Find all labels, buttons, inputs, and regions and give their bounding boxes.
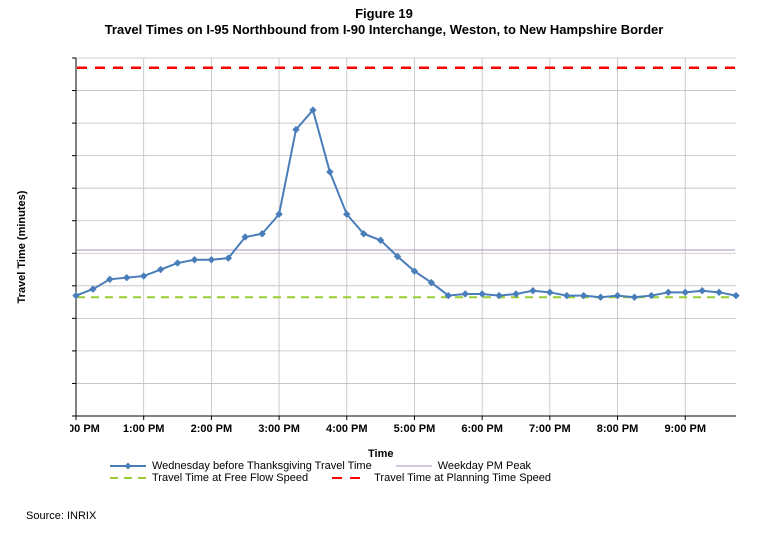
chart-root: Figure 19 Travel Times on I-95 Northboun… <box>0 0 768 538</box>
series-marker <box>462 291 468 297</box>
series-marker <box>124 275 130 281</box>
series-marker <box>699 288 705 294</box>
legend-item-thanksgiving: Wednesday before Thanksgiving Travel Tim… <box>110 460 372 472</box>
series-marker <box>530 288 536 294</box>
x-tick-label: 4:00 PM <box>326 423 368 435</box>
chart-title: Travel Times on I-95 Northbound from I-9… <box>0 22 768 37</box>
series-marker <box>479 291 485 297</box>
series-marker <box>598 294 604 300</box>
plot-area: 10203040506070809010011012012:00 PM1:00 … <box>70 52 740 442</box>
series-marker <box>208 257 214 263</box>
series-marker <box>665 289 671 295</box>
legend-label: Weekday PM Peak <box>438 460 531 472</box>
series-marker <box>716 289 722 295</box>
source-label: Source: INRIX <box>26 510 96 522</box>
legend-label: Wednesday before Thanksgiving Travel Tim… <box>152 460 372 472</box>
series-marker <box>547 289 553 295</box>
figure-number: Figure 19 <box>0 6 768 21</box>
x-tick-label: 8:00 PM <box>597 423 639 435</box>
x-tick-label: 7:00 PM <box>529 423 571 435</box>
legend-label: Travel Time at Free Flow Speed <box>152 472 308 484</box>
series-line-thanksgiving <box>76 110 736 297</box>
legend: Wednesday before Thanksgiving Travel Tim… <box>110 460 730 484</box>
x-tick-label: 5:00 PM <box>394 423 436 435</box>
series-marker <box>513 291 519 297</box>
x-tick-label: 3:00 PM <box>258 423 300 435</box>
legend-item-pmpeak: Weekday PM Peak <box>396 460 531 472</box>
legend-item-freeflow: Travel Time at Free Flow Speed <box>110 472 308 484</box>
x-axis-label: Time <box>368 448 393 460</box>
series-marker <box>733 293 739 299</box>
series-marker <box>175 260 181 266</box>
series-marker <box>158 267 164 273</box>
x-tick-label: 1:00 PM <box>123 423 165 435</box>
x-tick-label: 6:00 PM <box>461 423 503 435</box>
legend-label: Travel Time at Planning Time Speed <box>374 472 551 484</box>
x-tick-label: 12:00 PM <box>70 423 100 435</box>
series-marker <box>682 289 688 295</box>
legend-item-planning: Travel Time at Planning Time Speed <box>332 472 551 484</box>
series-marker <box>141 273 147 279</box>
series-marker <box>327 169 333 175</box>
x-tick-label: 2:00 PM <box>191 423 233 435</box>
x-tick-label: 9:00 PM <box>664 423 706 435</box>
series-marker <box>191 257 197 263</box>
series-marker <box>631 294 637 300</box>
y-axis-label: Travel Time (minutes) <box>16 52 28 442</box>
